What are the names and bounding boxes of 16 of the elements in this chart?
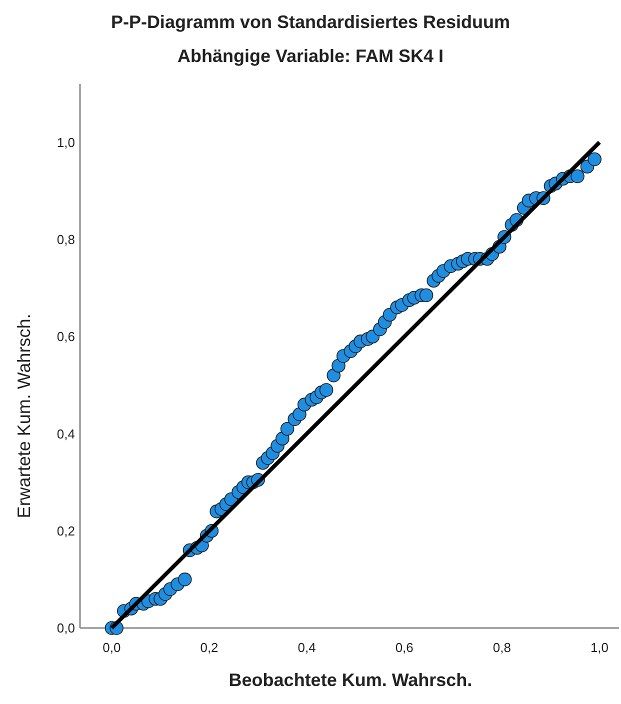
x-tick-label: 0,6 xyxy=(395,640,414,655)
y-tick-label: 0,0 xyxy=(56,620,75,636)
y-tick-label: 0,6 xyxy=(56,329,75,344)
y-axis-title: Erwartete Kum. Wahrsch. xyxy=(14,314,34,518)
x-tick-label: 0,4 xyxy=(298,640,316,655)
chart-subtitle: Abhängige Variable: FAM SK4 I xyxy=(177,46,444,66)
x-axis-title: Beobachtete Kum. Wahrsch. xyxy=(228,670,472,690)
y-tick-label: 0,4 xyxy=(56,426,75,442)
x-tick-label: 0,8 xyxy=(492,640,511,655)
x-tick-label: 0,0 xyxy=(102,640,121,655)
chart-title: P-P-Diagramm von Standardisiertes Residuum xyxy=(110,12,510,32)
x-tick-label: 0,2 xyxy=(200,640,218,655)
y-tick-label: 0,2 xyxy=(56,523,75,538)
y-tick-label: 0,8 xyxy=(56,232,75,247)
y-tick-label: 1,0 xyxy=(56,134,75,150)
x-tick-label: 1,0 xyxy=(590,640,609,655)
